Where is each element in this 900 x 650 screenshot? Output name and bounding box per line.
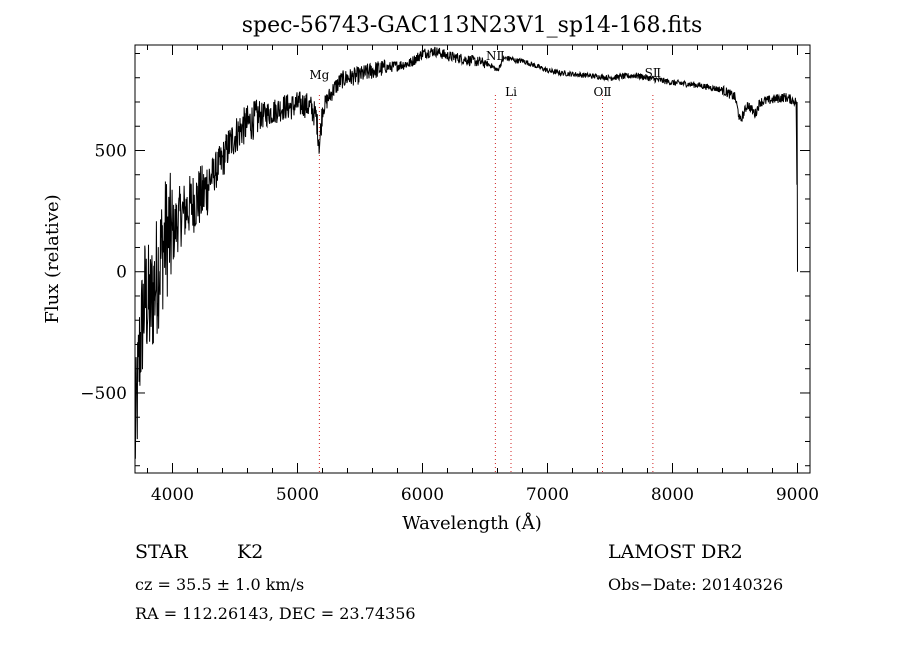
plot-frame <box>134 44 811 474</box>
x-tick-label: 6000 <box>401 485 444 505</box>
redshift: cz = 35.5 ± 1.0 km/s <box>135 575 305 594</box>
subclass: K2 <box>237 541 264 563</box>
marker-label: OⅡ <box>594 85 612 99</box>
x-axis-label: Wavelength (Å) <box>402 512 542 534</box>
x-tick-label: 8000 <box>651 485 694 505</box>
axis-ticks <box>135 45 810 473</box>
x-tick-label: 5000 <box>276 485 319 505</box>
marker-lines <box>318 95 654 473</box>
y-tick-label: 0 <box>116 263 127 283</box>
obs-date: Obs−Date: 20140326 <box>608 575 784 594</box>
x-tick-label: 4000 <box>151 485 194 505</box>
y-tick-label: −500 <box>80 384 127 404</box>
marker-label: Li <box>505 85 517 99</box>
x-tick-label: 9000 <box>776 485 819 505</box>
marker-label: Mg <box>309 68 329 82</box>
coordinates: RA = 112.26143, DEC = 23.74356 <box>135 604 416 623</box>
y-tick-label: 500 <box>95 141 127 161</box>
spectrum-line <box>134 46 798 459</box>
y-axis-label: Flux (relative) <box>42 194 63 323</box>
x-tick-label: 7000 <box>526 485 569 505</box>
tick-labels: 4000 5000 6000 7000 8000 9000 −500 0 500 <box>80 141 819 505</box>
survey-name: LAMOST DR2 <box>608 541 743 563</box>
marker-label: NⅡ <box>486 49 505 63</box>
chart-title: spec-56743-GAC113N23V1_sp14-168.fits <box>242 13 703 38</box>
object-class: STAR <box>135 541 188 563</box>
